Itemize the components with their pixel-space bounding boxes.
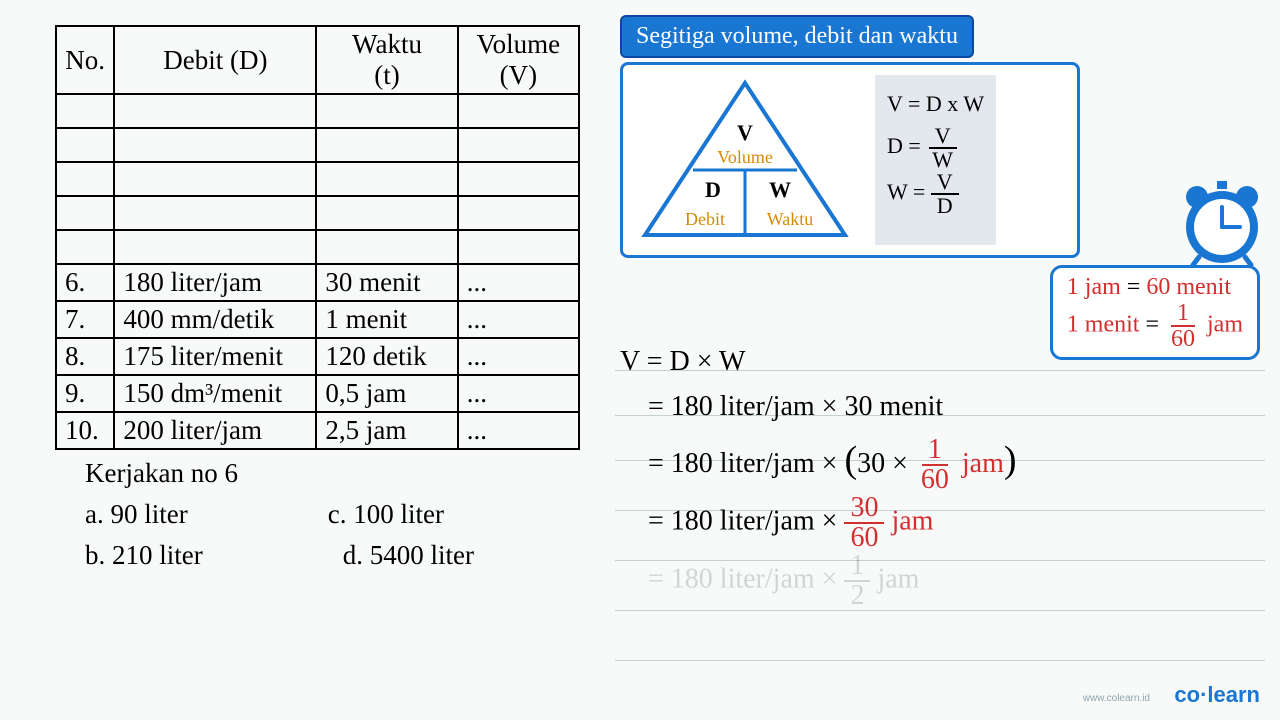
work-line-2: = 180 liter/jam × 30 menit — [620, 385, 1260, 430]
answer-options: a. 90 liter c. 100 liter b. 210 liter d.… — [85, 499, 580, 571]
header-volume: Volume(V) — [458, 26, 579, 94]
work-line-4: = 180 liter/jam × 3060 jam — [620, 494, 1260, 552]
work-line-5: = 180 liter/jam × 12 jam — [620, 552, 1260, 610]
option-b: b. 210 liter — [85, 540, 203, 571]
header-no: No. — [56, 26, 114, 94]
option-a: a. 90 liter — [85, 499, 188, 530]
formula-v: V = D x W — [887, 83, 984, 125]
clock-icon — [1175, 175, 1270, 275]
instruction-text: Kerjakan no 6 — [85, 458, 580, 489]
logo-url: www.colearn.id — [1083, 693, 1150, 704]
triangle-diagram: V Volume D Debit W Waktu — [635, 75, 855, 245]
formula-list: V = D x W D = VW W = VD — [875, 75, 996, 245]
right-panel: Segitiga volume, debit dan waktu V Volum… — [620, 15, 1120, 258]
svg-text:Debit: Debit — [685, 209, 725, 229]
option-d: d. 5400 liter — [343, 540, 474, 571]
table-row: 9.150 dm³/menit0,5 jam... — [56, 375, 579, 412]
table-row: 7.400 mm/detik1 menit... — [56, 301, 579, 338]
header-waktu: Waktu(t) — [316, 26, 457, 94]
option-c: c. 100 liter — [328, 499, 444, 530]
svg-text:Waktu: Waktu — [767, 209, 814, 229]
table-row: 10.200 liter/jam2,5 jam... — [56, 412, 579, 449]
work-line-3: = 180 liter/jam × (30 × 160 jam) — [620, 430, 1260, 495]
svg-text:D: D — [705, 177, 721, 202]
left-panel: No. Debit (D) Waktu(t) Volume(V) 6.180 l… — [55, 25, 580, 581]
conversion-line-1: 1 jam = 60 menit — [1067, 274, 1243, 301]
formula-w: W = VD — [887, 171, 984, 217]
calculation-work: V = D × W = 180 liter/jam × 30 menit = 1… — [620, 340, 1260, 610]
triangle-formula-box: V Volume D Debit W Waktu V = D x W D = V… — [620, 62, 1080, 258]
work-line-1: V = D × W — [620, 340, 1260, 385]
svg-text:Volume: Volume — [717, 147, 773, 167]
table-row: 8.175 liter/menit120 detik... — [56, 338, 579, 375]
triangle-title: Segitiga volume, debit dan waktu — [620, 15, 974, 58]
logo-main: co·learn — [1174, 682, 1260, 708]
data-table: No. Debit (D) Waktu(t) Volume(V) 6.180 l… — [55, 25, 580, 450]
header-debit: Debit (D) — [114, 26, 316, 94]
svg-text:W: W — [769, 177, 791, 202]
formula-d: D = VW — [887, 125, 984, 171]
table-row: 6.180 liter/jam30 menit... — [56, 264, 579, 301]
svg-text:V: V — [737, 120, 753, 145]
triangle-icon: V Volume D Debit W Waktu — [635, 75, 855, 245]
